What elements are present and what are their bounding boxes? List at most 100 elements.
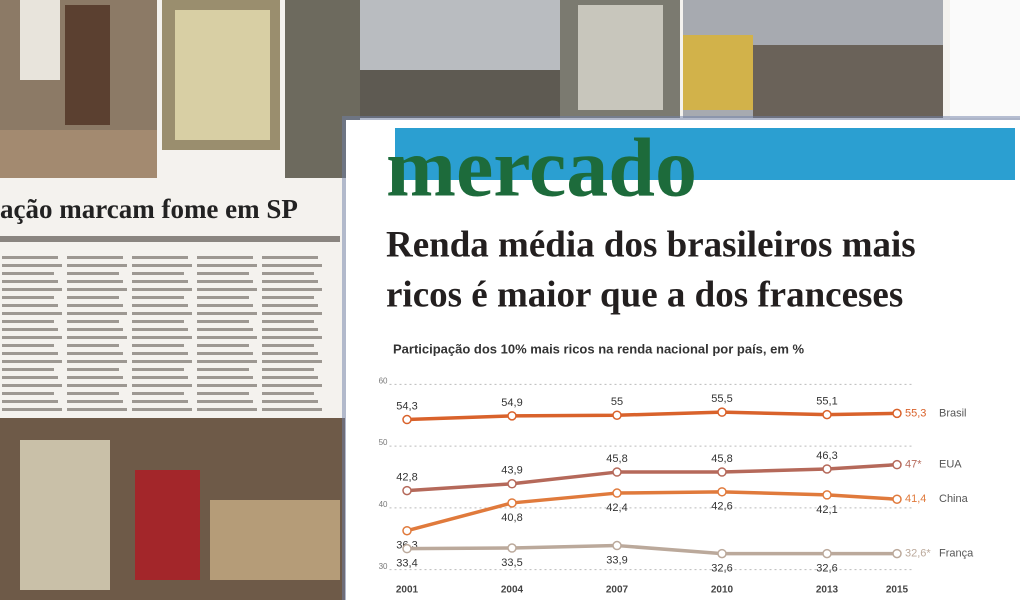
- value-label: 33,9: [606, 554, 627, 566]
- value-label: 45,8: [711, 453, 732, 465]
- text-line: [67, 408, 127, 411]
- chart-subtitle: Participação dos 10% mais ricos na renda…: [393, 341, 805, 356]
- text-line: [2, 312, 62, 315]
- text-line: [2, 408, 62, 411]
- y-tick-label: 40: [379, 500, 388, 509]
- photo-detail: [20, 0, 60, 80]
- text-line: [2, 376, 58, 379]
- text-line: [262, 344, 314, 347]
- value-label: 54,9: [501, 397, 522, 409]
- legend-label: Brasil: [939, 407, 967, 419]
- point: [402, 485, 412, 496]
- text-line: [262, 288, 322, 291]
- text-line: [67, 272, 119, 275]
- text-line: [132, 280, 188, 283]
- text-line: [197, 384, 257, 387]
- text-line: [262, 256, 318, 259]
- value-label: 42,6: [711, 501, 732, 513]
- text-line: [67, 352, 123, 355]
- point: [612, 540, 622, 551]
- text-line: [132, 320, 184, 323]
- text-line: [67, 368, 119, 371]
- point: [612, 467, 622, 477]
- text-columns: [0, 236, 340, 411]
- series-line: [406, 543, 897, 556]
- text-line: [67, 376, 123, 379]
- text-line: [132, 304, 188, 307]
- x-tick-label: 2007: [606, 585, 629, 596]
- text-line: [262, 392, 314, 395]
- point: [822, 490, 832, 500]
- text-line: [67, 312, 127, 315]
- text-line: [132, 392, 184, 395]
- text-line: [132, 384, 192, 387]
- text-line: [2, 392, 54, 395]
- text-line: [132, 328, 188, 331]
- text-line: [197, 400, 253, 403]
- series-line: [406, 410, 898, 422]
- photo-detail: [135, 470, 200, 580]
- text-line: [2, 336, 62, 339]
- text-line: [262, 400, 318, 403]
- text-line: [132, 352, 188, 355]
- value-label: 32,6: [816, 562, 837, 574]
- y-tick-label: 30: [379, 562, 388, 571]
- text-line: [197, 376, 253, 379]
- text-line: [197, 312, 257, 315]
- text-line: [132, 264, 192, 267]
- text-line: [132, 336, 192, 339]
- title-line: Renda média dos brasileiros mais: [386, 224, 916, 265]
- text-line: [132, 368, 184, 371]
- point: [507, 498, 517, 508]
- photo-detail: [175, 10, 270, 140]
- point: [892, 408, 902, 419]
- text-line: [2, 352, 58, 355]
- point: [402, 543, 412, 554]
- text-line: [67, 264, 127, 267]
- text-line: [197, 320, 249, 323]
- value-label: 47*: [905, 459, 922, 471]
- photo-detail: [683, 35, 753, 110]
- text-line: [132, 400, 188, 403]
- text-line: [262, 280, 318, 283]
- point: [402, 414, 412, 425]
- text-line: [67, 392, 119, 395]
- text-line: [197, 296, 249, 299]
- point: [507, 543, 517, 553]
- text-line: [132, 256, 188, 259]
- point: [507, 411, 517, 421]
- value-label: 41,4: [905, 493, 926, 505]
- text-line: [197, 264, 257, 267]
- point: [822, 464, 832, 474]
- text-line: [197, 288, 257, 291]
- value-label: 55,3: [905, 407, 926, 419]
- text-line: [197, 360, 257, 363]
- text-line: [67, 328, 123, 331]
- value-label: 46,3: [816, 450, 837, 462]
- text-line: [262, 272, 314, 275]
- series-line: [406, 490, 898, 533]
- value-label: 43,9: [501, 465, 522, 477]
- series-line: [406, 462, 898, 493]
- text-line: [197, 272, 249, 275]
- text-line: [2, 368, 54, 371]
- point: [507, 479, 517, 489]
- text-line: [262, 352, 318, 355]
- text-line: [262, 408, 322, 411]
- text-line: [197, 408, 257, 411]
- text-line: [262, 264, 322, 267]
- value-label: 33,5: [501, 557, 522, 569]
- x-tick-label: 2010: [711, 585, 734, 596]
- text-line: [262, 320, 314, 323]
- text-line: [197, 336, 257, 339]
- value-label: 42,8: [396, 471, 417, 483]
- x-tick-label: 2001: [396, 585, 419, 596]
- photo-detail: [360, 70, 560, 118]
- text-line: [67, 320, 119, 323]
- text-line: [2, 296, 54, 299]
- point: [717, 467, 727, 477]
- text-line: [2, 288, 62, 291]
- y-tick-label: 60: [379, 376, 388, 385]
- text-line: [67, 360, 127, 363]
